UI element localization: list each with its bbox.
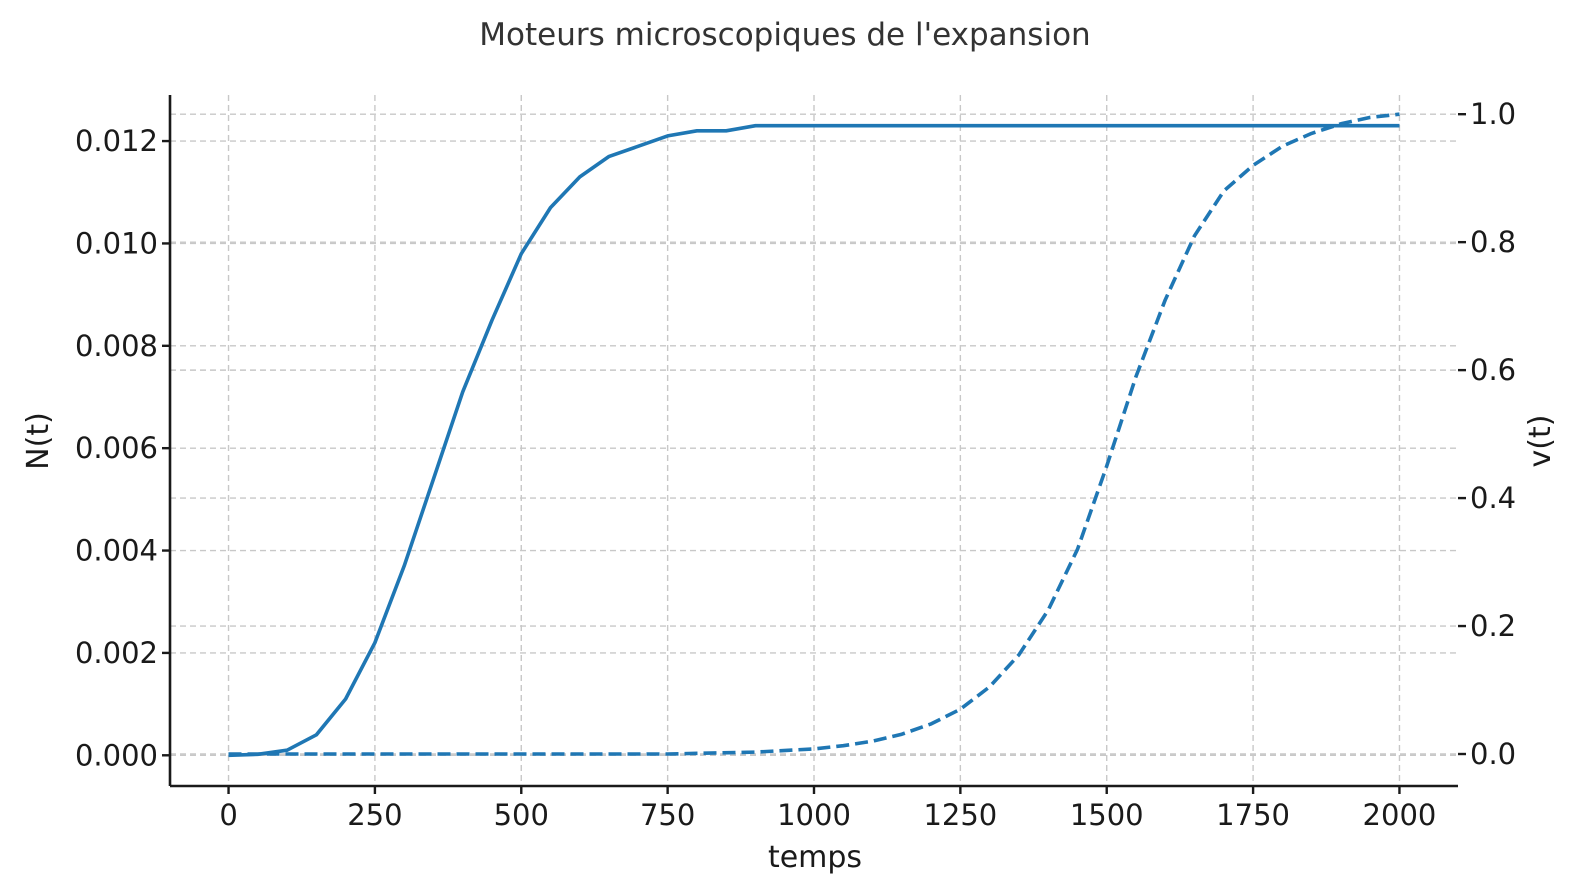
x-tick-label: 500: [494, 798, 549, 832]
grid-lines: [170, 95, 1458, 786]
y-left-tick-label: 0.006: [75, 431, 158, 465]
y-left-tick-label: 0.012: [75, 124, 158, 158]
x-tick-label: 1250: [923, 798, 997, 832]
y-left-tick-label: 0.010: [75, 226, 158, 260]
y-left-tick-label: 0.008: [75, 329, 158, 363]
y-left-axis-label: N(t): [21, 412, 56, 470]
y-left-tick-label: 0.004: [75, 534, 158, 568]
x-tick-label: 0: [219, 798, 237, 832]
chart-title: Moteurs microscopiques de l'expansion: [479, 17, 1090, 53]
y-right-tick-label: 0.4: [1470, 481, 1516, 515]
x-tick-label: 1500: [1070, 798, 1144, 832]
y-right-tick-label: 0.2: [1470, 609, 1516, 643]
series-line-left: [228, 123, 1400, 758]
y-left-tick-label: 0.002: [75, 636, 158, 670]
x-tick-label: 250: [347, 798, 402, 832]
series-line-right: [228, 112, 1400, 756]
y-right-tick-label: 0.8: [1470, 225, 1516, 259]
y-right-tick-label: 1.0: [1470, 97, 1516, 131]
x-tick-label: 1000: [777, 798, 851, 832]
x-tick-label: 750: [640, 798, 695, 832]
x-axis-label: temps: [768, 840, 862, 875]
axes: 0 250 500 750 1000 1250 1500 1750 2000 0.000 0.002…: [75, 95, 1516, 832]
x-tick-label: 2000: [1363, 798, 1437, 832]
x-tick-label: 1750: [1216, 798, 1290, 832]
y-left-tick-label: 0.000: [75, 738, 158, 772]
y-right-axis-label: v(t): [1523, 415, 1558, 468]
y-right-tick-label: 0.6: [1470, 353, 1516, 387]
y-right-tick-label: 0.0: [1470, 737, 1516, 771]
series-layer: [228, 112, 1400, 758]
